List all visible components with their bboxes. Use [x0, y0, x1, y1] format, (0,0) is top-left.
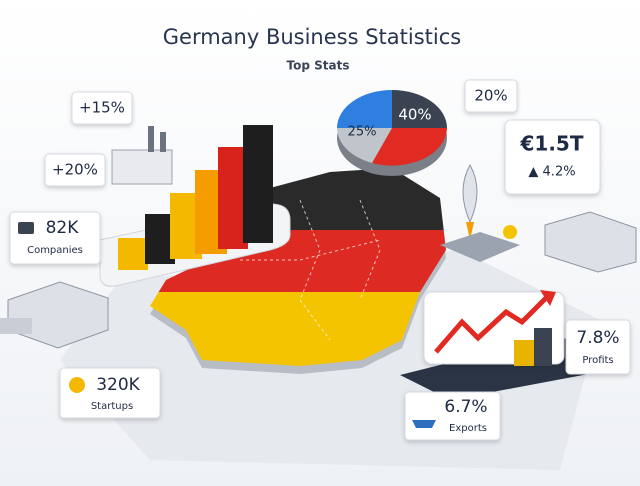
- pie-label: 25%: [348, 125, 377, 140]
- callout-label: Profits: [582, 355, 613, 366]
- germany-map: [150, 168, 446, 374]
- coins: [534, 328, 552, 366]
- callout-box: [44, 153, 106, 187]
- arrow-head: [540, 290, 556, 306]
- briefcase-icon: [18, 222, 34, 234]
- coins: [514, 340, 534, 366]
- truck: [0, 318, 32, 334]
- callout-label: Exports: [449, 423, 487, 434]
- pie-chart: 40% 25%: [337, 90, 447, 176]
- callout: +15%: [71, 91, 133, 125]
- callout: 82K Companies: [9, 211, 101, 265]
- callout-value: +20%: [52, 161, 98, 179]
- bar-block: [243, 125, 273, 243]
- callout-label: ▲ 4.2%: [528, 165, 575, 180]
- bar-chart-platform: [99, 125, 291, 287]
- callout: 320K Startups: [59, 367, 161, 419]
- factory-icon: [111, 126, 173, 185]
- callout-box: [71, 91, 133, 125]
- callout-box: [565, 319, 631, 375]
- callout: +20%: [44, 153, 106, 187]
- warehouses: [0, 211, 637, 349]
- callout-box: [464, 79, 518, 113]
- bar-block: [118, 238, 148, 270]
- trend-panel: [400, 290, 610, 400]
- chimney: [160, 132, 166, 152]
- pie-slice: [337, 128, 392, 163]
- callout-value: 7.8%: [576, 328, 619, 348]
- pie-slice: [392, 90, 447, 128]
- callout-value: +15%: [79, 99, 125, 117]
- pie-label: 40%: [398, 106, 431, 124]
- pie-slice: [372, 128, 447, 166]
- callout-value: 6.7%: [444, 397, 487, 417]
- rocket-body: [462, 163, 478, 224]
- callout: €1.5T ▲ 4.2%: [504, 119, 601, 195]
- callout-box: [59, 367, 161, 419]
- pie-slice: [337, 90, 392, 128]
- callout-value: 320K: [96, 375, 140, 395]
- ship-icon: [412, 420, 436, 428]
- bulb-icon: [69, 377, 85, 393]
- rocket-flame: [466, 222, 474, 240]
- callout: 7.8% Profits: [565, 319, 631, 375]
- callout: 6.7% Exports: [404, 391, 501, 441]
- callout-value: €1.5T: [520, 132, 584, 156]
- subtitle: Top Stats: [287, 59, 350, 73]
- callout-label: Companies: [27, 245, 83, 256]
- state-borders: [240, 199, 381, 341]
- title: Germany Business Statistics: [163, 25, 461, 49]
- trend-arrow: [434, 294, 550, 354]
- bulb: [503, 225, 517, 239]
- chimney: [148, 126, 154, 152]
- callout-value: 82K: [46, 218, 80, 238]
- rocket-icon: [440, 163, 520, 262]
- callout-value: 20%: [474, 87, 507, 105]
- callout-box: [504, 119, 601, 195]
- callout: 20%: [464, 79, 518, 113]
- launch-pad: [440, 232, 520, 262]
- warehouse: [544, 211, 637, 273]
- factory-body: [111, 149, 173, 185]
- callout-label: Startups: [91, 401, 133, 412]
